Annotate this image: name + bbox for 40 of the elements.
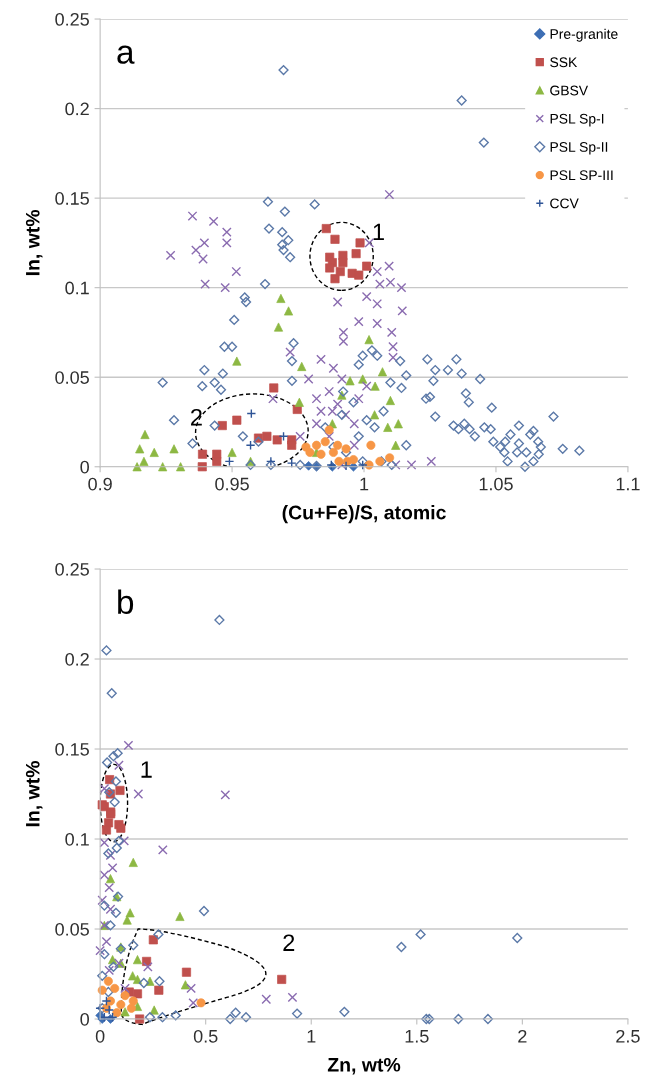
y-tick-label: 0.25 — [55, 562, 89, 576]
x-axis-title: (Cu+Fe)/S, atomic — [282, 505, 446, 524]
annotation: a — [117, 45, 135, 64]
y-tick-label: 0.05 — [55, 371, 89, 384]
y-axis-title: In, wt% — [25, 761, 43, 827]
y-tick-label: 0.2 — [65, 102, 89, 116]
y-axis-title: In, wt% — [25, 209, 43, 276]
x-tick-label: 2 — [518, 1029, 527, 1043]
x-tick-label: 0 — [95, 1029, 105, 1043]
annotation: 1 — [373, 223, 384, 241]
annotation: 2 — [191, 408, 202, 426]
x-tick-label: 0.5 — [193, 1029, 218, 1043]
x-tick-label: 0.9 — [88, 477, 112, 491]
legend-label: PSL Sp-I — [550, 113, 604, 127]
x-tick-label: 1 — [307, 1030, 316, 1043]
y-tick-label: 0.05 — [55, 922, 89, 936]
legend-label: Pre-granite — [550, 28, 618, 42]
legend-label: GBSV — [550, 85, 589, 96]
x-tick-label: 1.05 — [479, 477, 513, 491]
y-tick-label: 0.1 — [65, 281, 89, 295]
x-tick-label: 0.95 — [215, 477, 249, 491]
y-tick-label: 0.1 — [65, 832, 89, 846]
y-tick-label: 0.15 — [55, 192, 89, 205]
annotation: 1 — [141, 761, 152, 778]
x-tick-label: 1.1 — [616, 477, 640, 491]
x-tick-label: 1.5 — [405, 1030, 429, 1043]
x-tick-label: 2.5 — [616, 1029, 640, 1043]
legend-label: CCV — [550, 198, 579, 209]
legend-label: SSK — [550, 57, 578, 68]
y-tick-label: 0.2 — [65, 652, 89, 666]
x-axis-title: Zn, wt% — [327, 1057, 401, 1075]
y-tick-label: 0.25 — [55, 12, 89, 26]
legend-label: PSL Sp-II — [550, 142, 608, 155]
annotation: b — [118, 589, 134, 614]
y-tick-label: 0 — [80, 1012, 90, 1026]
x-tick-label: 1 — [360, 477, 369, 491]
y-tick-label: 0 — [80, 460, 90, 474]
y-tick-label: 0.15 — [55, 742, 89, 756]
annotation: 2 — [283, 934, 295, 951]
legend-label: PSL SP-III — [550, 170, 613, 181]
